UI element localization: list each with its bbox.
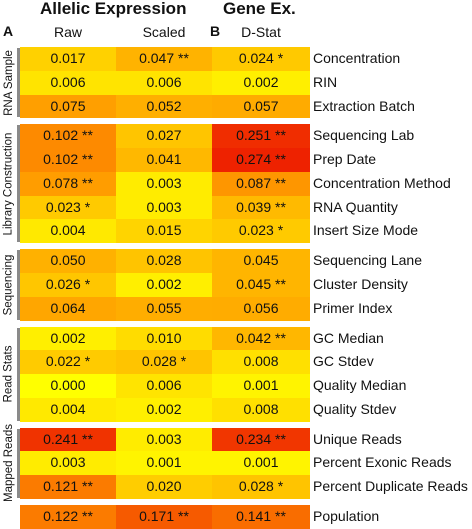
heatmap-cell: 0.039 ** [212,195,310,220]
panel-b-label: B [210,23,221,39]
heatmap-cell: 0.141 ** [212,505,310,529]
heatmap-cell: 0.047 ** [116,47,212,71]
heatmap-cell: 0.234 ** [212,427,310,452]
group-bracket [17,48,20,118]
group-bracket [17,327,20,421]
heatmap-cell: 0.102 ** [20,148,116,172]
heatmap-cell: 0.024 * [212,47,310,71]
heatmap-cell: 0.026 * [20,273,116,297]
heatmap-cell: 0.001 [212,374,310,398]
row-label: Unique Reads [313,430,402,447]
heatmap-cell: 0.003 [20,451,116,476]
heatmap-cell: 0.171 ** [116,505,212,529]
row-label: Primer Index [313,299,393,316]
row-label: RIN [313,73,338,90]
heatmap-cell: 0.002 [116,273,212,297]
heatmap-cell: 0.028 * [116,350,212,375]
row-label: Concentration [313,50,401,66]
heatmap-cell: 0.006 [20,70,116,95]
group-bracket [17,125,20,243]
heatmap-cell: 0.006 [116,374,212,398]
heatmap-cell: 0.121 ** [20,475,116,500]
heatmap-cell: 0.055 [116,296,212,321]
heatmap-cell: 0.056 [212,296,310,321]
heatmap-cell: 0.122 ** [20,505,116,529]
group-separator [20,500,310,505]
allelic-expression-title: Allelic Expression [40,0,187,18]
heatmap-cell: 0.002 [116,397,212,422]
heatmap-cell: 0.020 [116,475,212,500]
heatmap-cell: 0.000 [20,374,116,398]
group-label: Read Stats [2,345,15,403]
heatmap-cell: 0.003 [116,171,212,196]
row-label: Extraction Batch [313,97,415,114]
group-separator [20,244,310,249]
heatmap-cell: 0.023 * [20,195,116,220]
heatmap-cell: 0.102 ** [20,124,116,149]
heatmap-cell: 0.022 * [20,350,116,375]
group-label: Sequencing [2,254,15,316]
heatmap-cell: 0.050 [20,249,116,273]
row-label: RNA Quantity [313,198,398,215]
row-label: Prep Date [313,151,377,168]
heatmap-cell: 0.004 [20,397,116,422]
heatmap-cell: 0.041 [116,148,212,172]
heatmap-cell: 0.008 [212,397,310,422]
group-bracket [17,250,20,320]
row-label: Cluster Density [313,276,408,293]
heatmap-cell: 0.028 * [212,475,310,500]
heatmap-cell: 0.003 [116,427,212,452]
heatmap-cell: 0.002 [212,70,310,95]
heatmap-cell: 0.006 [116,70,212,95]
heatmap-cell: 0.010 [116,326,212,351]
heatmap-cell: 0.017 [20,47,116,71]
group-separator [20,422,310,427]
group-label: RNA Sample [2,49,15,116]
heatmap-cell: 0.057 [212,94,310,119]
row-label: Quality Median [313,377,407,394]
column-header-scaled: Scaled [142,24,186,40]
heatmap-cell: 0.042 ** [212,326,310,351]
row-label: Insert Size Mode [313,222,419,239]
heatmap-cell: 0.023 * [212,219,310,244]
group-separator [20,119,310,124]
row-label: Sequencing Lane [313,252,422,269]
heatmap-cell: 0.045 ** [212,273,310,297]
row-label: GC Median [313,329,384,346]
heatmap-cell: 0.001 [212,451,310,476]
row-label: Percent Duplicate Reads [313,478,468,495]
heatmap-cell: 0.075 [20,94,116,119]
group-separator [20,321,310,326]
row-label: Concentration Method [313,174,451,191]
heatmap-cell: 0.045 [212,249,310,273]
row-label: Quality Stdev [313,400,397,417]
heatmap-cell: 0.087 ** [212,171,310,196]
heatmap-cell: 0.003 [116,195,212,220]
row-label: Percent Exonic Reads [313,454,452,471]
group-label: Mapped Reads [2,424,15,503]
heatmap-cell: 0.274 ** [212,148,310,172]
heatmap-cell: 0.015 [116,219,212,244]
heatmap-cell: 0.027 [116,124,212,149]
row-label: Population [313,508,380,525]
heatmap-cell: 0.028 [116,249,212,273]
heatmap-cell: 0.008 [212,350,310,375]
heatmap-cell: 0.001 [116,451,212,476]
heatmap-cell: 0.052 [116,94,212,119]
heatmap-cell: 0.241 ** [20,427,116,452]
gene-expression-title: Gene Ex. [223,0,296,18]
heatmap-cell: 0.251 ** [212,124,310,149]
column-header-dstat: D-Stat [241,24,281,40]
group-bracket [17,428,20,499]
panel-a-label: A [3,23,14,39]
column-header-raw: Raw [53,24,82,40]
group-label: Library Construction [2,132,15,236]
heatmap-cell: 0.002 [20,326,116,351]
heatmap-cell: 0.078 ** [20,171,116,196]
heatmap-cell: 0.064 [20,296,116,321]
row-label: GC Stdev [313,353,374,370]
row-label: Sequencing Lab [313,127,415,144]
heatmap-cell: 0.004 [20,219,116,244]
